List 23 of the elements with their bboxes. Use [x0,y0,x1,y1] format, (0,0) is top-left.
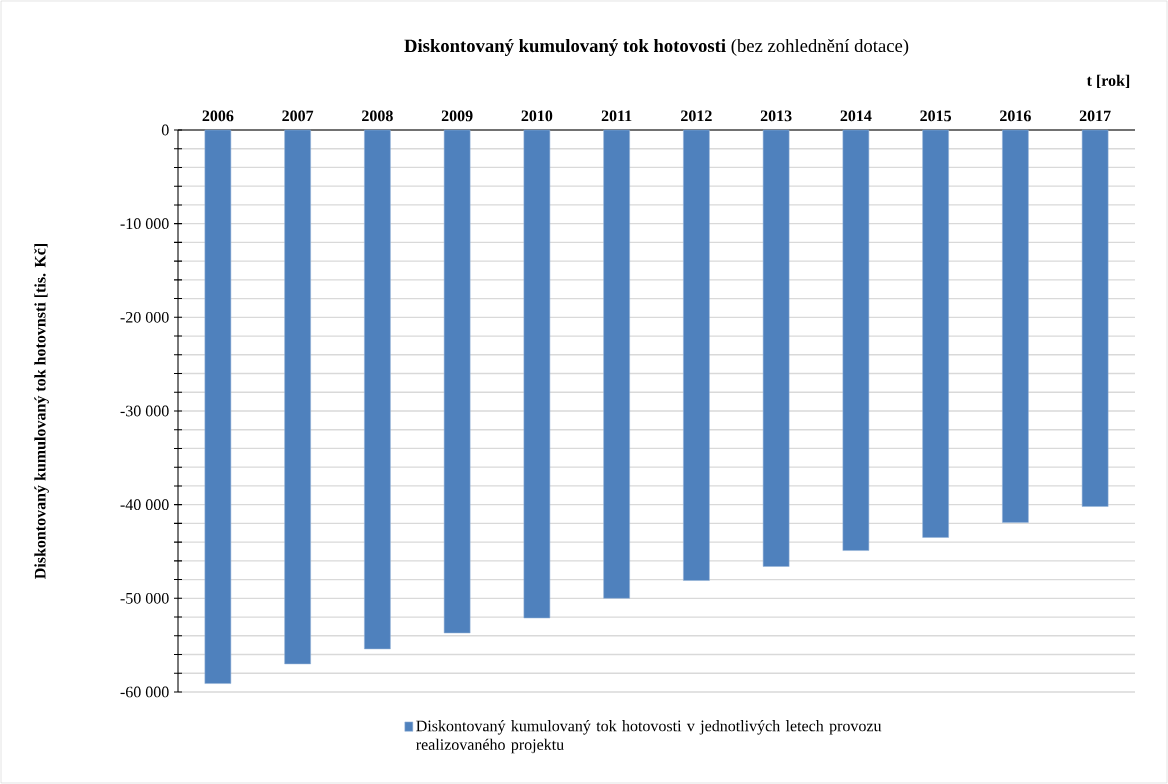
x-tick-label: 2013 [760,110,792,122]
x-tick-label: 2014 [840,110,872,122]
chart-title: Diskontovaný kumulovaný tok hotovosti (bez zohlednění dotace) [404,38,909,56]
y-tick-label: 0 [161,124,169,136]
x-tick-label: 2009 [441,110,473,122]
legend-label: Diskontovaný kumulovaný tok hotovosti v jednotlivých letech provozu realizovaného projektu [416,720,882,754]
y-tick-label: -40 000 [120,499,169,511]
x-tick-label: 2017 [1079,110,1111,122]
x-tick-label: 2016 [1000,110,1031,122]
y-axis-title: Diskontovaný kumulovaný tok hotovnsti [tis. Kč] [34,243,49,579]
x-tick-label: 2007 [282,110,314,122]
y-tick-label: -20 000 [120,311,169,323]
x-tick-label: 2008 [362,110,393,122]
y-tick-label: -30 000 [120,405,169,417]
x-tick-label: 2012 [681,110,712,122]
x-tick-label: 2015 [920,110,952,122]
y-tick-label: -60 000 [120,686,169,698]
x-tick-label: 2010 [521,110,553,122]
x-tick-label: 2011 [601,110,632,122]
y-tick-label: -50 000 [120,592,169,604]
y-tick-label: -10 000 [120,218,169,230]
x-axis-title: t [rok] [1086,74,1130,88]
x-tick-label: 2006 [202,110,234,122]
